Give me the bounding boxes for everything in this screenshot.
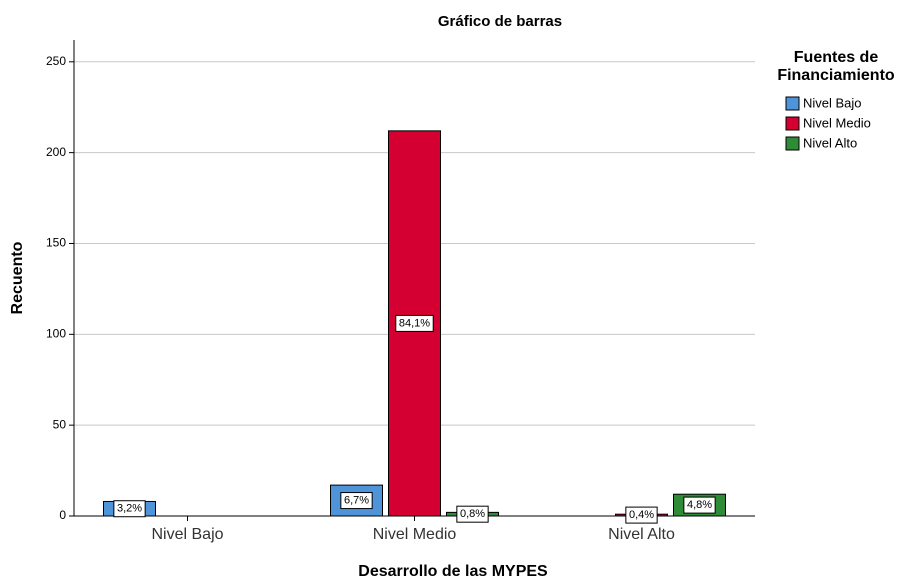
- data-label-box: [456, 505, 489, 523]
- data-label: 84,1%: [399, 317, 430, 329]
- y-tick-label: 50: [53, 417, 67, 431]
- legend-swatch: [785, 96, 800, 111]
- data-label-box: [683, 496, 716, 514]
- data-label: 4,8%: [687, 499, 712, 511]
- legend-title: Fuentes de: [794, 49, 879, 66]
- legend-label: Nivel Alto: [803, 135, 857, 150]
- y-tick-label: 150: [46, 236, 66, 250]
- data-label-box: [625, 506, 658, 524]
- y-tick-label: 250: [46, 54, 66, 68]
- data-label-box: [113, 500, 146, 518]
- y-tick-label: 0: [59, 508, 66, 522]
- data-label: 3,2%: [117, 503, 142, 515]
- data-label: 0,4%: [629, 509, 654, 521]
- x-axis-title: Desarrollo de las MYPES: [358, 563, 548, 580]
- y-tick-label: 200: [46, 145, 66, 159]
- x-tick-label: Nivel Alto: [608, 526, 675, 543]
- legend-title: Financiamiento: [777, 67, 895, 84]
- legend-swatch: [785, 116, 800, 131]
- data-label: 0,8%: [460, 508, 485, 520]
- legend-swatch: [785, 136, 800, 151]
- chart-title: Gráfico de barras: [438, 13, 562, 30]
- legend-label: Nivel Medio: [803, 115, 871, 130]
- data-label-box: [395, 314, 434, 332]
- x-tick-label: Nivel Medio: [373, 526, 457, 543]
- data-label: 6,7%: [344, 494, 369, 506]
- legend-label: Nivel Bajo: [803, 95, 862, 110]
- y-axis-title: Recuento: [9, 241, 26, 314]
- y-tick-label: 100: [46, 326, 66, 340]
- data-label-box: [340, 492, 373, 510]
- x-tick-label: Nivel Bajo: [151, 526, 223, 543]
